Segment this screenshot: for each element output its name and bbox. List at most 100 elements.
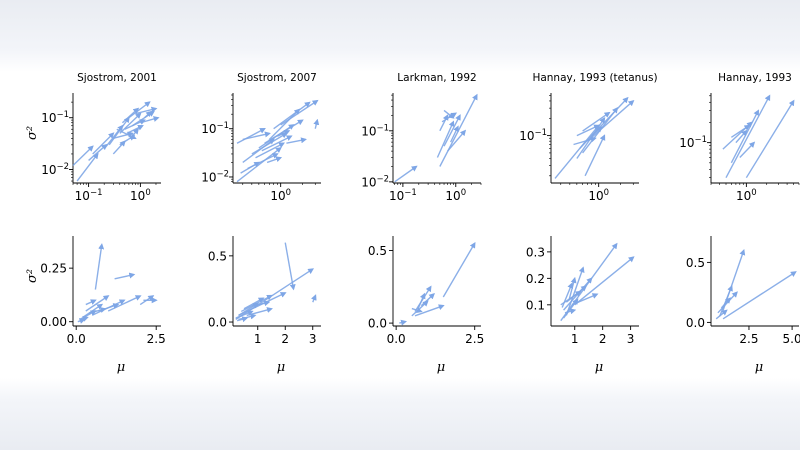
ylabel-row1: σ² (25, 126, 40, 140)
x-tick-label: 10−1 (75, 188, 103, 203)
chart-title: Sjostrom, 2001 (77, 72, 157, 84)
figure-area (0, 72, 800, 378)
data-arrow (284, 242, 296, 291)
x-tick-label: 100 (130, 188, 151, 203)
data-arrow (722, 271, 797, 320)
x-tick-exponent: −1 (404, 188, 417, 198)
x-tick-label: 100 (445, 188, 466, 203)
data-arrow (235, 310, 254, 319)
data-arrow (745, 99, 795, 179)
data-arrow (140, 116, 160, 124)
y-tick-label: 10−1 (679, 135, 707, 150)
data-arrow (255, 142, 286, 159)
data-arrow (591, 126, 603, 137)
x-tick-label: 1 (571, 332, 579, 346)
data-arrow (242, 131, 271, 141)
y-tick-label: 0.0 (208, 316, 227, 330)
chart-title: Hannay, 1993 (718, 72, 792, 84)
data-arrow (98, 303, 120, 312)
data-arrow (450, 125, 459, 143)
data-arrow (119, 134, 136, 146)
data-arrow (436, 120, 455, 158)
data-arrow (561, 282, 574, 308)
data-arrow (739, 141, 756, 158)
chart-title: Sjostrom, 2007 (237, 72, 317, 84)
y-tick-label: 10−1 (519, 128, 547, 143)
data-arrow (108, 116, 130, 146)
data-arrow (76, 152, 99, 182)
data-arrow (439, 114, 449, 132)
y-tick-exponent: −1 (534, 128, 547, 138)
y-tick-label: 0.5 (368, 244, 387, 258)
data-arrow (584, 134, 606, 177)
data-arrow (273, 101, 311, 130)
data-arrow (730, 109, 759, 164)
data-arrow (313, 118, 320, 129)
data-arrow (119, 112, 142, 134)
chart-title: Hannay, 1993 (tetanus) (532, 72, 657, 84)
x-tick-label: 2.5 (739, 332, 758, 346)
x-axis-label: μ (437, 360, 445, 375)
x-axis-label: μ (117, 360, 125, 375)
data-arrow (113, 131, 134, 140)
data-arrow (586, 99, 635, 142)
y-tick-label: 0.0 (686, 316, 705, 330)
x-tick-label: 1 (254, 332, 262, 346)
y-tick-label: 0.0 (368, 317, 387, 331)
chart-panel-5: 0.0 2.5 0.00 0.25 μ (40, 236, 166, 375)
data-arrow (103, 124, 124, 150)
y-tick-label: 0.5 (686, 256, 705, 270)
y-tick-exponent: −2 (376, 174, 389, 184)
data-arrow (394, 165, 418, 183)
y-tick-exponent: −2 (56, 162, 69, 172)
y-tick-label: 0.2 (526, 272, 545, 286)
chart-panel-7: 0.0 2.5 0.0 0.5 μ (368, 236, 484, 375)
data-arrow (77, 318, 86, 324)
data-arrow (420, 293, 435, 307)
x-tick-label: 0.0 (67, 332, 86, 346)
data-arrow (240, 161, 261, 174)
y-tick-label: 10−2 (361, 174, 389, 189)
x-tick-exponent: 0 (461, 188, 466, 198)
data-arrow (107, 295, 142, 312)
data-arrow (72, 145, 94, 166)
data-arrow (573, 136, 597, 146)
x-tick-label: 3 (627, 332, 635, 346)
y-tick-label: 0.1 (526, 298, 545, 312)
data-arrow (252, 300, 271, 307)
chart-panel-9: 2.5 5.0 0.0 0.5 μ (686, 236, 800, 375)
y-tick-label: 0.25 (40, 262, 67, 276)
chart-panel-3: Hannay, 1993 (tetanus) 100 10−1 (519, 72, 657, 203)
x-axis-label: μ (277, 360, 285, 375)
data-arrow (571, 293, 599, 306)
y-tick-label: 10−2 (41, 162, 69, 177)
x-tick-label: 2.5 (465, 332, 484, 346)
data-arrow (730, 124, 751, 138)
x-tick-label: 3 (309, 332, 317, 346)
x-tick-label: 2 (599, 332, 607, 346)
x-tick-label: 5.0 (783, 332, 800, 346)
data-arrow (85, 295, 110, 312)
y-tick-label: 0.3 (526, 245, 545, 259)
data-arrow (236, 147, 282, 183)
data-arrow (576, 124, 601, 137)
data-arrow (564, 308, 577, 315)
data-arrow (411, 307, 423, 314)
data-arrow (715, 309, 728, 320)
data-arrow (264, 119, 304, 144)
x-tick-label: 10−1 (389, 188, 417, 203)
data-arrow (735, 129, 748, 144)
x-tick-exponent: 0 (145, 188, 150, 198)
x-tick-label: 2 (281, 332, 289, 346)
x-tick-label: 100 (270, 188, 291, 203)
data-arrow (251, 132, 288, 155)
x-tick-label: 100 (736, 188, 757, 203)
data-arrow (88, 143, 108, 161)
data-arrow (399, 319, 408, 326)
x-axis-label: μ (595, 360, 603, 375)
y-tick-exponent: −1 (56, 110, 69, 120)
chart-panel-4: Hannay, 1993 100 10−1 (679, 72, 800, 203)
background-top (0, 0, 800, 72)
